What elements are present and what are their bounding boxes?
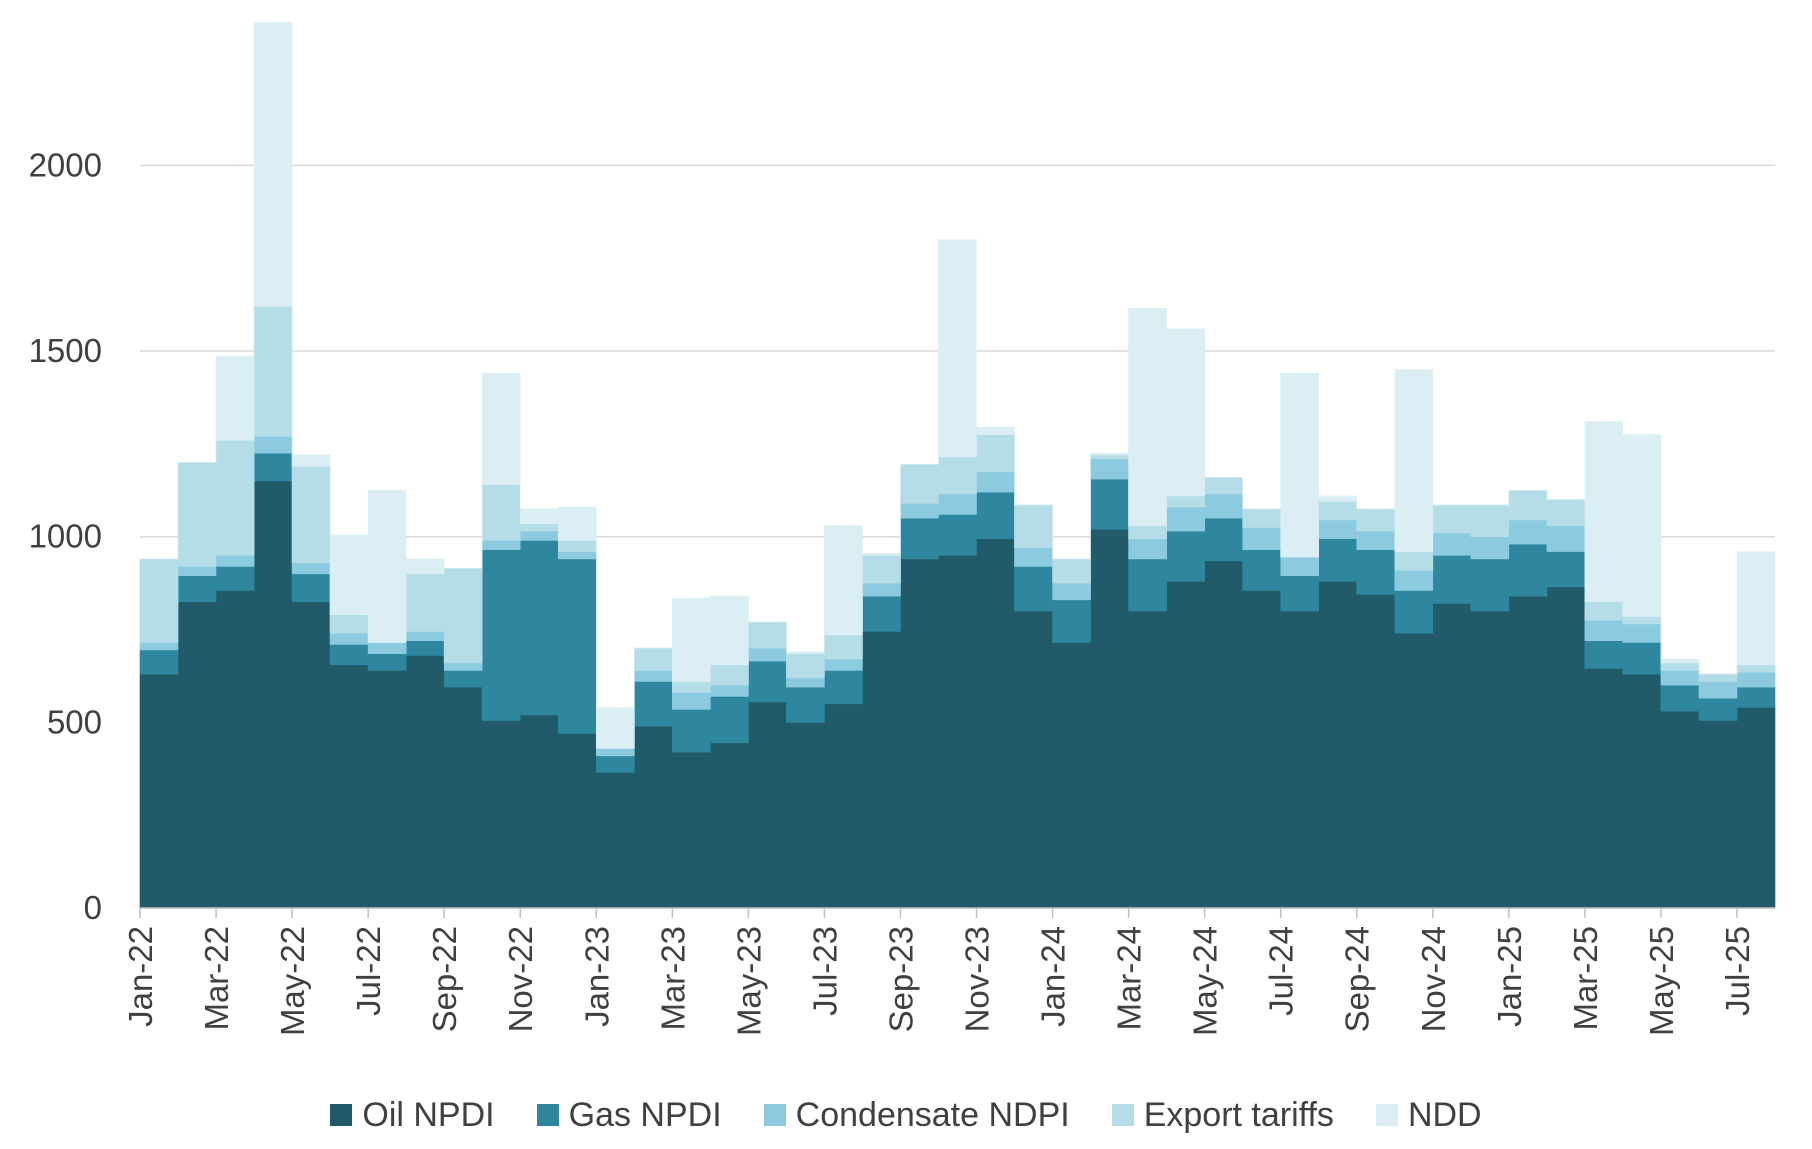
x-tick-label: Sep-22 xyxy=(426,926,463,1032)
series-areas xyxy=(139,22,1776,909)
x-tick-label: Jan-24 xyxy=(1035,926,1072,1027)
legend-item-gas-npdi: Gas NPDI xyxy=(536,1095,722,1135)
legend-label: Gas NPDI xyxy=(568,1095,722,1134)
x-tick-label: Jul-23 xyxy=(806,926,843,1016)
y-tick-label-1000: 1000 xyxy=(29,518,102,555)
x-tick-label: May-23 xyxy=(730,926,767,1036)
x-tick-label: May-25 xyxy=(1643,926,1680,1036)
y-tick-label-0: 0 xyxy=(84,889,102,926)
x-tick-label: Sep-23 xyxy=(882,926,919,1032)
legend-swatch xyxy=(1375,1104,1398,1126)
x-tick-label: May-24 xyxy=(1187,926,1224,1036)
x-tick-label: Jul-24 xyxy=(1263,926,1300,1016)
x-tick-label: Mar-25 xyxy=(1567,926,1604,1031)
legend-label: Oil NPDI xyxy=(362,1095,495,1134)
y-tick-label-500: 500 xyxy=(47,703,102,740)
x-tick-label: Mar-22 xyxy=(198,926,235,1031)
x-axis-tick-labels: Jan-22 Mar-22 May-22 Jul-22 Sep-22 Nov-22 Jan-… xyxy=(122,926,1756,1036)
legend-swatch xyxy=(330,1104,353,1126)
y-tick-label-2000: 2000 xyxy=(29,146,102,183)
x-tick-label: Jul-22 xyxy=(350,926,387,1016)
x-tick-label: Mar-24 xyxy=(1111,926,1148,1031)
legend-item-condensate-ndpi: Condensate NDPI xyxy=(763,1095,1070,1135)
x-tick-label: May-22 xyxy=(274,926,311,1036)
legend: Oil NPDI Gas NPDI Condensate NDPI Export ta… xyxy=(0,1090,1812,1140)
series-area-ndd xyxy=(140,22,1776,749)
x-tick-label: Jan-23 xyxy=(578,926,615,1027)
x-tick-label: Mar-23 xyxy=(654,926,691,1031)
x-tick-label: Sep-24 xyxy=(1339,926,1376,1032)
y-tick-label-1500: 1500 xyxy=(29,332,102,369)
legend-item-ndd: NDD xyxy=(1375,1095,1482,1135)
x-tick-label: Jan-25 xyxy=(1491,926,1528,1027)
x-tick-label: Jan-22 xyxy=(122,926,159,1027)
x-tick-label: Nov-23 xyxy=(959,926,996,1032)
legend-item-oil-npdi: Oil NPDI xyxy=(330,1095,495,1135)
x-tick-label: Jul-25 xyxy=(1719,926,1756,1016)
y-axis-tick-labels: 0 500 1000 1500 2000 xyxy=(29,146,102,926)
legend-label: Export tariffs xyxy=(1143,1095,1334,1134)
legend-label: NDD xyxy=(1407,1095,1482,1134)
legend-item-export-tariffs: Export tariffs xyxy=(1111,1095,1334,1135)
x-axis xyxy=(139,907,1775,918)
x-tick-label: Nov-24 xyxy=(1415,926,1452,1032)
legend-swatch xyxy=(536,1104,559,1126)
legend-swatch xyxy=(1111,1104,1134,1126)
legend-swatch xyxy=(763,1104,786,1126)
legend-label: Condensate NDPI xyxy=(795,1095,1070,1134)
x-tick-label: Nov-22 xyxy=(502,926,539,1032)
